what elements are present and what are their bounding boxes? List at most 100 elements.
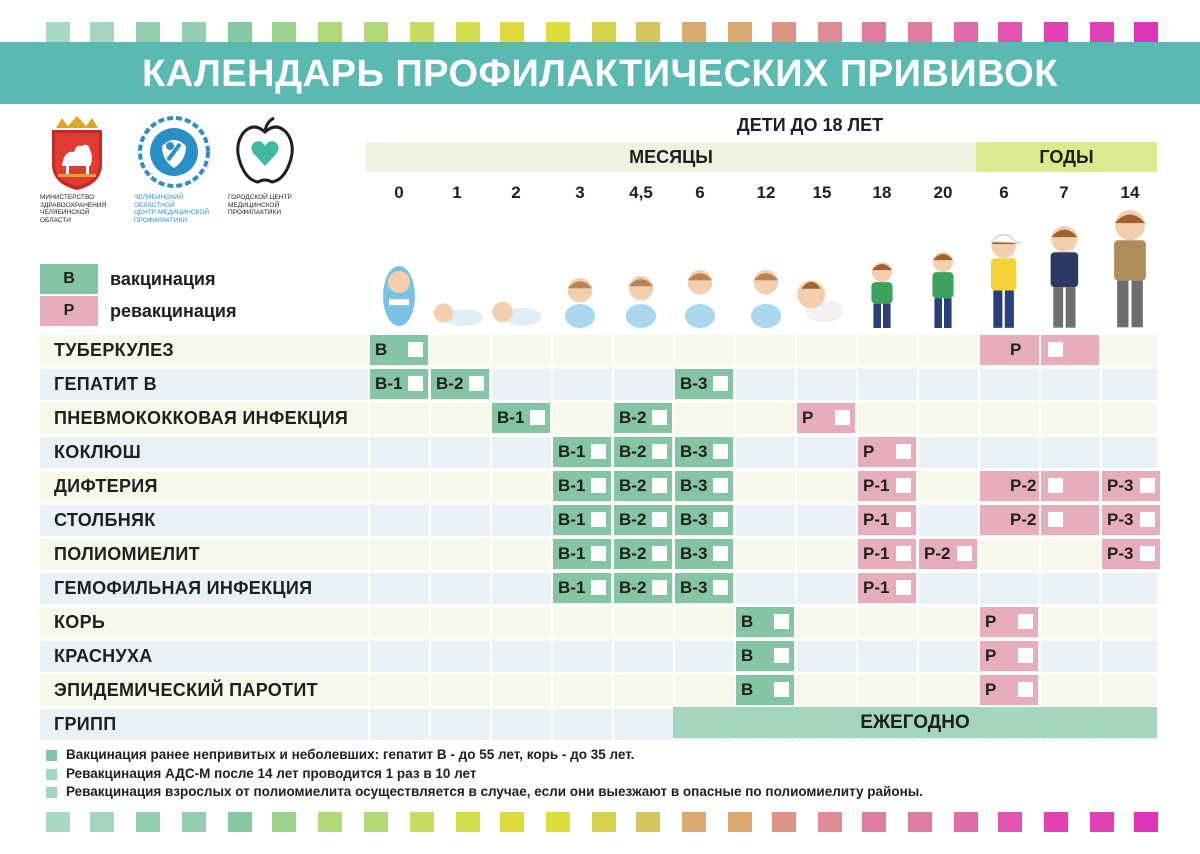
- cell-label: Р-2: [1010, 476, 1037, 495]
- age-header-12: 14: [1120, 183, 1140, 202]
- checkbox[interactable]: [713, 444, 728, 459]
- checkbox[interactable]: [591, 512, 606, 527]
- age-header-9: 20: [933, 183, 953, 202]
- decorative-square: [228, 22, 252, 42]
- page-title: КАЛЕНДАРЬ ПРОФИЛАКТИЧЕСКИХ ПРИВИВОК: [142, 53, 1058, 95]
- decorative-square: [592, 812, 616, 832]
- disease-name: СТОЛБНЯК: [54, 510, 156, 530]
- revaccination-cell: Р-1: [858, 505, 916, 535]
- cell-label: В: [375, 340, 388, 359]
- revaccination-cell: Р: [858, 437, 916, 467]
- checkbox[interactable]: [713, 580, 728, 595]
- decorative-square: [500, 812, 524, 832]
- checkbox[interactable]: [652, 444, 667, 459]
- checkbox[interactable]: [591, 444, 606, 459]
- revaccination-cell: Р-3: [1102, 471, 1160, 501]
- decorative-square: [862, 22, 886, 42]
- revaccination-cell: Р-2: [919, 539, 977, 569]
- checkbox[interactable]: [652, 410, 667, 425]
- disease-name: КОРЬ: [54, 612, 106, 632]
- decorative-square: [46, 22, 70, 42]
- checkbox[interactable]: [530, 410, 545, 425]
- checkbox[interactable]: [1048, 478, 1063, 493]
- decorative-square: [998, 22, 1022, 42]
- cell-label: В-1: [558, 578, 586, 597]
- checkbox[interactable]: [896, 580, 911, 595]
- checkbox[interactable]: [1048, 342, 1063, 357]
- checkbox[interactable]: [1140, 512, 1155, 527]
- vaccination-cell: В-2: [614, 539, 672, 569]
- checkbox[interactable]: [591, 580, 606, 595]
- cell-label: Р-1: [863, 578, 890, 597]
- child-figure-icon: [932, 252, 954, 328]
- checkbox[interactable]: [896, 478, 911, 493]
- child-figure-icon: [684, 270, 716, 328]
- decorative-square: [136, 22, 160, 42]
- checkbox[interactable]: [1140, 546, 1155, 561]
- decorative-square: [1044, 22, 1068, 42]
- checkbox[interactable]: [591, 478, 606, 493]
- checkbox[interactable]: [713, 512, 728, 527]
- checkbox[interactable]: [652, 546, 667, 561]
- decorative-square: [636, 22, 660, 42]
- decorative-square: [954, 22, 978, 42]
- vaccination-cell: В-3: [675, 505, 733, 535]
- decorative-square: [228, 812, 252, 832]
- checkbox[interactable]: [1018, 682, 1033, 697]
- cell-label: Р: [985, 680, 997, 699]
- cell-label: В-3: [680, 442, 708, 461]
- vaccination-cell: В-1: [553, 573, 611, 603]
- child-figure-icon: [871, 262, 893, 328]
- child-figure-icon: [433, 303, 483, 326]
- disease-name: ЭПИДЕМИЧЕСКИЙ ПАРОТИТ: [54, 680, 318, 700]
- checkbox[interactable]: [713, 376, 728, 391]
- age-group-title: ДЕТИ ДО 18 ЛЕТ: [736, 115, 884, 135]
- checkbox[interactable]: [408, 342, 423, 357]
- checkbox[interactable]: [713, 546, 728, 561]
- revaccination-cell: Р-1: [858, 573, 916, 603]
- checkbox[interactable]: [1048, 512, 1063, 527]
- checkbox[interactable]: [408, 376, 423, 391]
- checkbox[interactable]: [1018, 648, 1033, 663]
- ministry-logo: [48, 114, 106, 192]
- cell-label: Р: [985, 646, 997, 665]
- checkbox[interactable]: [652, 580, 667, 595]
- vaccination-cell: В-3: [675, 437, 733, 467]
- checkbox[interactable]: [652, 512, 667, 527]
- checkbox[interactable]: [896, 546, 911, 561]
- decorative-square: [182, 812, 206, 832]
- checkbox[interactable]: [1140, 478, 1155, 493]
- decorative-square: [272, 22, 296, 42]
- disease-name: ДИФТЕРИЯ: [54, 476, 158, 496]
- age-header-2: 2: [511, 183, 521, 202]
- checkbox[interactable]: [469, 376, 484, 391]
- disease-name: ГРИПП: [54, 714, 117, 734]
- checkbox[interactable]: [774, 682, 789, 697]
- legend-vaccination-swatch: В: [40, 264, 98, 294]
- grid-line: [40, 503, 1157, 505]
- checkbox[interactable]: [652, 478, 667, 493]
- years-header: ГОДЫ: [976, 142, 1157, 172]
- checkbox[interactable]: [896, 444, 911, 459]
- decorative-square: [182, 22, 206, 42]
- cell-label: В: [741, 646, 754, 665]
- checkbox[interactable]: [1018, 614, 1033, 629]
- cell-label: В-3: [680, 510, 708, 529]
- vaccination-cell: В: [736, 607, 794, 637]
- checkbox[interactable]: [774, 648, 789, 663]
- vaccination-cell: В-1: [553, 471, 611, 501]
- age-header-8: 18: [872, 183, 892, 202]
- checkbox[interactable]: [774, 614, 789, 629]
- vaccination-cell: В-1: [492, 403, 550, 433]
- checkbox[interactable]: [896, 512, 911, 527]
- age-header-1: 1: [452, 183, 462, 202]
- decorative-square: [772, 812, 796, 832]
- checkbox[interactable]: [713, 478, 728, 493]
- checkbox[interactable]: [957, 546, 972, 561]
- months-header: МЕСЯЦЫ: [366, 142, 976, 172]
- revaccination-cell: Р: [980, 641, 1038, 671]
- checkbox[interactable]: [591, 546, 606, 561]
- revaccination-cell: Р-1: [858, 471, 916, 501]
- age-header-6: 12: [756, 183, 776, 202]
- checkbox[interactable]: [835, 410, 850, 425]
